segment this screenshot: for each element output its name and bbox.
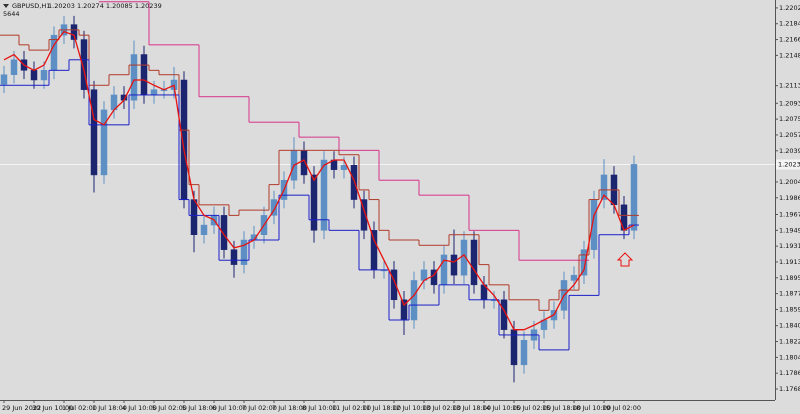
candle-body (150, 89, 158, 96)
candle-body (240, 239, 248, 265)
y-tick-label: 1.19130 (779, 258, 800, 266)
y-tick-label: 1.17865 (779, 369, 800, 377)
x-tick-label: 12 Jul 10:00 (392, 404, 431, 412)
candle-body (370, 230, 378, 271)
x-tick-label: 1 Jul 18:00 (92, 404, 127, 412)
current-price-box (776, 159, 800, 170)
candle-body (360, 199, 368, 231)
candle-body (270, 199, 278, 216)
y-tick-label: 1.19860 (779, 194, 800, 202)
candle-body (520, 339, 528, 366)
y-tick-label: 1.21840 (779, 20, 800, 28)
x-tick-label: 14 Jul 10:00 (482, 404, 521, 412)
candle-body (580, 249, 588, 276)
indicator-line (3, 30, 635, 331)
y-tick-label: 1.20935 (779, 99, 800, 107)
candle-body (470, 239, 478, 286)
y-tick-label: 1.21135 (779, 82, 800, 90)
y-tick-label: 1.22020 (779, 4, 800, 12)
candle-body (220, 215, 228, 250)
x-tick-label: 8 Jul 10:00 (302, 404, 337, 412)
candle-body (600, 174, 608, 200)
candle-body (90, 89, 98, 176)
x-tick-label: 15 Jul 02:00 (512, 404, 551, 412)
symbol: GBPUSD,H1 (12, 2, 50, 10)
candle-body (350, 165, 358, 200)
y-tick-label: 1.19670 (779, 211, 800, 219)
candle-body (0, 74, 8, 85)
x-tick-label: 5 Jul 02:00 (152, 404, 187, 412)
x-tick-label: 13 Jul 18:00 (452, 404, 491, 412)
candle-body (30, 70, 38, 81)
current-price-label: 1.20239 (778, 160, 800, 168)
candle-body (40, 70, 48, 81)
x-tick-label: 29 Jun 2022 (2, 404, 41, 412)
y-tick-label: 1.19310 (779, 242, 800, 250)
candle-body (570, 274, 578, 281)
candle-body (230, 249, 238, 265)
candle-body (320, 159, 328, 231)
candle-body (80, 39, 88, 90)
y-tick-label: 1.17685 (779, 385, 800, 393)
candle-body (10, 59, 18, 75)
x-tick-label: 5 Jul 18:00 (182, 404, 217, 412)
candle-body (190, 199, 198, 235)
candle-body (300, 150, 308, 176)
x-tick-label: 6 Jul 10:00 (212, 404, 247, 412)
x-tick-label: 4 Jul 10:00 (122, 404, 157, 412)
x-tick-label: 30 Jun 10:00 (32, 404, 73, 412)
candle-body (200, 224, 208, 235)
x-tick-label: 7 Jul 02:00 (242, 404, 277, 412)
candle-body (130, 54, 138, 101)
x-tick-label: 11 Jul 18:00 (362, 404, 401, 412)
candle-body (410, 280, 418, 321)
candle-body (450, 254, 458, 276)
y-tick-label: 1.18770 (779, 290, 800, 298)
candle-body (340, 165, 348, 170)
y-tick-label: 1.20395 (779, 147, 800, 155)
y-tick-label: 1.21660 (779, 36, 800, 44)
subtext: 5644 (3, 10, 20, 18)
y-tick-label: 1.20040 (779, 178, 800, 186)
y-tick-label: 1.20575 (779, 131, 800, 139)
candle-body (390, 269, 398, 301)
y-tick-label: 1.18045 (779, 353, 800, 361)
candle-body (440, 254, 448, 286)
candle-body (140, 54, 148, 96)
signal-arrow (616, 252, 634, 267)
x-tick-label: 18 Jul 10:00 (572, 404, 611, 412)
x-tick-label: 1 Jul 02:00 (62, 404, 97, 412)
y-tick-label: 1.21480 (779, 51, 800, 59)
x-tick-label: 13 Jul 02:00 (422, 404, 461, 412)
x-tick-label: 7 Jul 18:00 (272, 404, 307, 412)
candle-body (70, 24, 78, 40)
y-tick-label: 1.18590 (779, 305, 800, 313)
candle-body (630, 164, 638, 231)
y-tick-label: 1.18225 (779, 338, 800, 346)
y-tick-label: 1.18950 (779, 274, 800, 282)
y-tick-label: 1.18405 (779, 322, 800, 330)
y-tick-label: 1.19490 (779, 226, 800, 234)
x-tick-label: 11 Jul 02:00 (332, 404, 371, 412)
candle-body (310, 174, 318, 231)
x-tick-label: 19 Jul 02:00 (602, 404, 641, 412)
y-tick-label: 1.20755 (779, 115, 800, 123)
candle-body (50, 34, 58, 71)
candle-body (100, 109, 108, 176)
header-arrow (3, 4, 9, 8)
x-tick-label: 15 Jul 18:00 (542, 404, 581, 412)
ohlc-text: 1.20203 1.20274 1.20085 1.20239 (48, 2, 162, 10)
